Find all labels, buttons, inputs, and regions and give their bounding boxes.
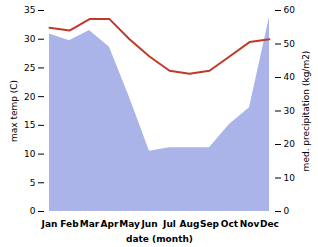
svg-text:20: 20 <box>24 92 36 102</box>
svg-text:20: 20 <box>284 139 296 149</box>
svg-text:Oct: Oct <box>221 219 239 229</box>
svg-text:40: 40 <box>284 72 296 82</box>
svg-text:Jun: Jun <box>140 219 157 229</box>
svg-text:Nov: Nov <box>240 219 260 229</box>
svg-text:30: 30 <box>24 34 36 44</box>
svg-text:15: 15 <box>24 120 35 130</box>
svg-text:35: 35 <box>24 5 35 15</box>
svg-text:50: 50 <box>284 39 296 49</box>
svg-text:0: 0 <box>284 206 290 216</box>
svg-text:Aug: Aug <box>180 219 200 229</box>
svg-text:med. precipitation (kg/m2): med. precipitation (kg/m2) <box>301 51 311 172</box>
svg-text:10: 10 <box>24 149 36 159</box>
svg-text:Apr: Apr <box>101 219 119 229</box>
svg-text:25: 25 <box>24 63 35 73</box>
svg-text:Mar: Mar <box>80 219 100 229</box>
svg-text:max temp (C): max temp (C) <box>9 80 19 142</box>
svg-text:0: 0 <box>30 206 36 216</box>
svg-text:5: 5 <box>30 178 36 188</box>
svg-text:30: 30 <box>284 106 296 116</box>
svg-text:Feb: Feb <box>60 219 79 229</box>
svg-text:May: May <box>119 219 140 229</box>
svg-text:Jan: Jan <box>41 219 58 229</box>
svg-text:Dec: Dec <box>260 219 279 229</box>
svg-text:Jul: Jul <box>162 219 176 229</box>
svg-text:10: 10 <box>284 173 296 183</box>
svg-text:60: 60 <box>284 5 296 15</box>
svg-text:Sep: Sep <box>200 219 220 229</box>
svg-text:date (month): date (month) <box>126 234 193 244</box>
